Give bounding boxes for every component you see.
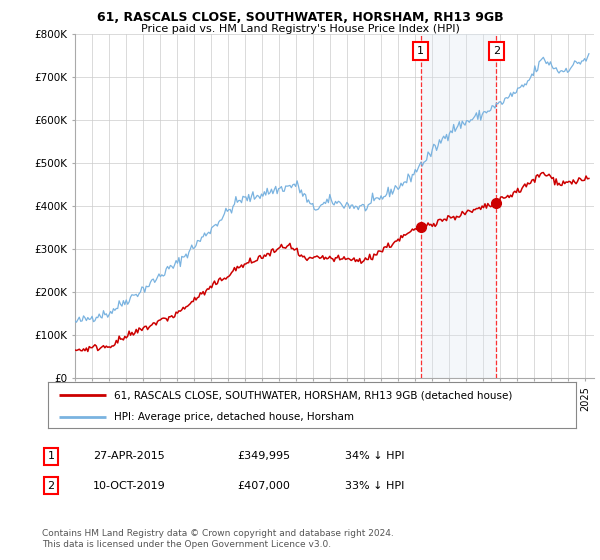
Text: £349,995: £349,995 [237,451,290,461]
Text: 61, RASCALS CLOSE, SOUTHWATER, HORSHAM, RH13 9GB: 61, RASCALS CLOSE, SOUTHWATER, HORSHAM, … [97,11,503,24]
Text: £407,000: £407,000 [237,480,290,491]
Text: 33% ↓ HPI: 33% ↓ HPI [345,480,404,491]
Text: 2: 2 [493,46,500,56]
Bar [421,34,496,378]
Text: 1: 1 [47,451,55,461]
Text: Contains HM Land Registry data © Crown copyright and database right 2024.
This d: Contains HM Land Registry data © Crown c… [42,529,394,549]
Text: HPI: Average price, detached house, Horsham: HPI: Average price, detached house, Hors… [114,412,354,422]
Text: 61, RASCALS CLOSE, SOUTHWATER, HORSHAM, RH13 9GB (detached house): 61, RASCALS CLOSE, SOUTHWATER, HORSHAM, … [114,390,512,400]
Text: 1: 1 [417,46,424,56]
Text: 2: 2 [47,480,55,491]
Text: Price paid vs. HM Land Registry's House Price Index (HPI): Price paid vs. HM Land Registry's House … [140,24,460,34]
Text: 27-APR-2015: 27-APR-2015 [93,451,165,461]
Text: 34% ↓ HPI: 34% ↓ HPI [345,451,404,461]
Text: 10-OCT-2019: 10-OCT-2019 [93,480,166,491]
